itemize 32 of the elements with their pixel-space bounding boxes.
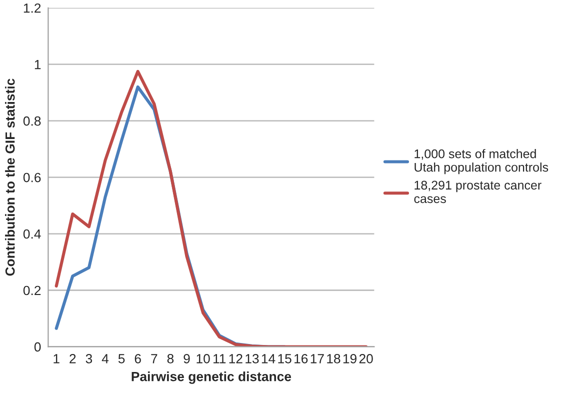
x-tick-label: 14 (262, 354, 276, 364)
x-tick-label: 6 (134, 354, 141, 364)
line-series (54, 70, 368, 347)
x-tick-label: 12 (229, 354, 242, 364)
x-tick-label: 17 (310, 354, 324, 364)
x-tick-label: 11 (214, 354, 226, 364)
x-tick-label: 1 (54, 354, 60, 364)
x-tick-label: 5 (118, 354, 125, 364)
x-tick-label: 4 (102, 354, 109, 364)
x-tick-label: 19 (343, 354, 356, 364)
legend-label: 18,291 prostate cancer cases (414, 180, 542, 204)
x-tick-label: 2 (70, 354, 76, 364)
x-tick-label: 3 (86, 354, 92, 364)
y-tick-label: 1.2 (24, 3, 41, 13)
y-tick-label: 0.6 (23, 172, 41, 182)
y-tick-label: 0.8 (23, 116, 41, 126)
x-tick-label: 8 (167, 354, 174, 364)
x-axis-title: Pairwise genetic distance (132, 372, 292, 384)
x-tick-label: 10 (196, 354, 210, 364)
y-axis-title: Contribution to the GIF statistic (5, 78, 15, 276)
x-tick-label: 20 (359, 354, 373, 364)
y-tick-label: 0 (34, 342, 41, 352)
x-tick-label: 15 (278, 354, 292, 364)
x-tick-label: 16 (294, 354, 308, 364)
x-tick-label: 7 (151, 354, 158, 364)
x-tick-label: 18 (327, 354, 340, 364)
y-tick-label: 0.2 (23, 286, 41, 296)
x-tick-label: 13 (246, 354, 259, 364)
x-tick-label: 9 (184, 354, 190, 364)
y-tick-label: 1 (34, 60, 41, 70)
legend-label: 1,000 sets of matched Utah population controls (414, 149, 548, 174)
y-tick-label: 0.4 (23, 229, 41, 239)
